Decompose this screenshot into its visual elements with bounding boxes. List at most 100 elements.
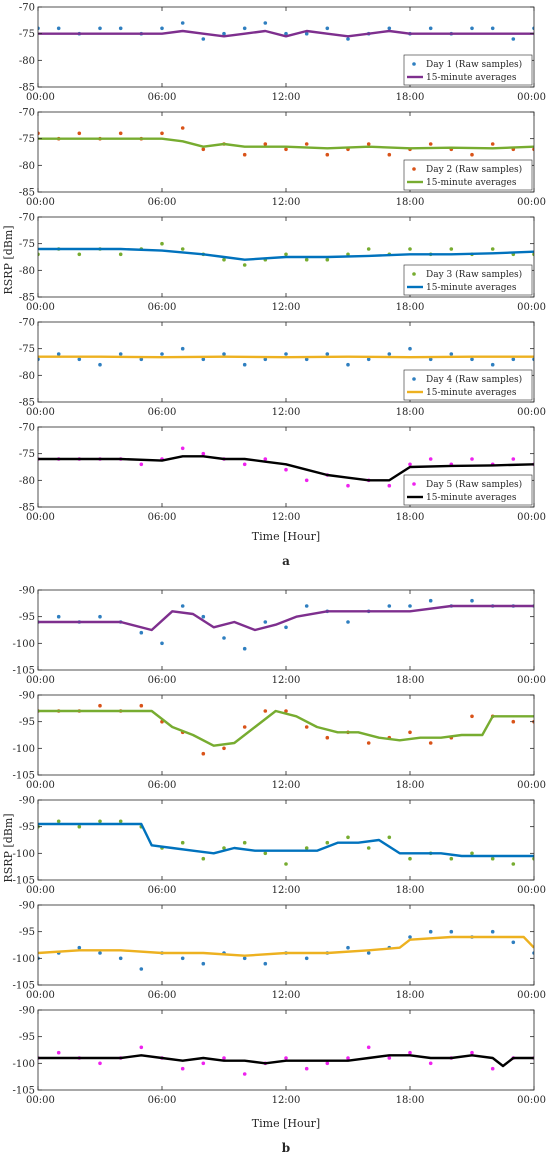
raw-sample-point	[56, 819, 61, 824]
legend-label-raw: Day 1 (Raw samples)	[426, 59, 522, 70]
raw-sample-point	[304, 257, 309, 262]
y-tick-label: -85	[19, 188, 35, 199]
raw-sample-point	[284, 1056, 288, 1060]
raw-sample-point	[56, 26, 61, 31]
y-tick-label: -80	[19, 56, 35, 67]
raw-sample-point	[242, 956, 247, 961]
raw-sample-point	[428, 741, 433, 745]
x-tick-label: 00:00	[517, 1095, 546, 1106]
x-tick-label: 18:00	[396, 197, 425, 208]
raw-sample-point	[408, 346, 412, 351]
y-tick-label: -85	[19, 398, 35, 409]
x-tick-label: 00:00	[517, 885, 546, 896]
legend-marker-points	[412, 167, 416, 171]
raw-sample-point	[449, 929, 454, 934]
legend-box	[403, 264, 533, 296]
raw-sample-point	[387, 1056, 392, 1060]
raw-sample-point	[304, 956, 309, 961]
raw-sample-point	[325, 735, 330, 740]
raw-sample-point	[346, 362, 350, 367]
raw-sample-point	[366, 1045, 371, 1050]
raw-sample-point	[470, 152, 474, 157]
raw-sample-point	[304, 357, 309, 362]
raw-sample-point	[201, 37, 206, 41]
raw-sample-point	[77, 945, 82, 950]
raw-sample-point	[490, 929, 495, 934]
raw-sample-point	[56, 1050, 61, 1055]
legend-box	[403, 474, 533, 506]
raw-sample-point	[263, 21, 268, 25]
raw-sample-point	[222, 636, 226, 640]
plot-area	[38, 21, 534, 41]
raw-sample-point	[284, 467, 288, 472]
x-tick-label: 00:00	[517, 780, 546, 791]
average-line	[38, 455, 534, 482]
raw-sample-point	[408, 935, 412, 939]
x-tick-label: 12:00	[272, 885, 301, 896]
raw-sample-point	[242, 462, 247, 467]
raw-sample-point	[118, 956, 123, 961]
x-tick-label: 12:00	[272, 780, 301, 791]
x-tick-label: 12:00	[272, 512, 301, 523]
x-tick-label: 00:00	[26, 92, 55, 103]
x-tick-label: 18:00	[396, 92, 425, 103]
raw-sample-point	[263, 709, 268, 713]
plot-area	[38, 819, 534, 866]
raw-sample-point	[263, 142, 268, 146]
raw-sample-point	[98, 819, 102, 824]
average-line	[38, 137, 534, 150]
raw-sample-point	[160, 26, 164, 31]
raw-sample-point	[201, 1061, 206, 1066]
subplot-a-5: -85 -80 -75 -70 00:00 06:00 12:00 18:00 00:00 Day…	[19, 423, 546, 524]
x-tick-label: 06:00	[148, 197, 177, 208]
x-tick-label: 12:00	[272, 407, 301, 418]
subplot-a-1: -85 -80 -75 -70 00:00 06:00 12:00 18:00 00:00 Day…	[19, 3, 546, 104]
y-tick-label: -100	[13, 744, 35, 755]
raw-sample-point	[408, 247, 412, 251]
axes-box	[37, 1009, 535, 1091]
plot-area	[38, 703, 534, 756]
average-line	[38, 1054, 534, 1068]
raw-sample-point	[532, 951, 534, 955]
raw-sample-point	[511, 37, 516, 41]
raw-sample-point	[222, 1056, 226, 1060]
raw-sample-point	[180, 346, 185, 351]
x-tick-label: 00:00	[26, 885, 55, 896]
y-tick-label: -105	[13, 1086, 35, 1097]
y-tick-label: -90	[19, 796, 35, 807]
axes-box	[37, 589, 535, 671]
raw-sample-point	[263, 620, 268, 624]
legend-label-raw: Day 4 (Raw samples)	[426, 374, 522, 385]
raw-sample-point	[346, 835, 350, 840]
legend-box	[403, 369, 533, 401]
x-tick-label: 00:00	[517, 302, 546, 313]
raw-sample-point	[139, 462, 144, 467]
legend-label-avg: 15-minute averages	[426, 73, 517, 83]
raw-sample-point	[139, 1045, 144, 1050]
raw-sample-point	[242, 725, 247, 729]
raw-sample-point	[511, 940, 516, 945]
legend-box	[403, 159, 533, 191]
raw-sample-point	[511, 719, 516, 724]
x-tick-label: 18:00	[396, 885, 425, 896]
raw-sample-point	[428, 457, 433, 461]
raw-sample-point	[284, 862, 288, 866]
raw-sample-point	[346, 483, 350, 488]
raw-sample-point	[160, 352, 164, 356]
raw-sample-point	[387, 835, 392, 840]
raw-sample-point	[449, 247, 454, 251]
raw-sample-point	[242, 26, 247, 31]
raw-sample-point	[284, 709, 288, 713]
y-tick-label: -95	[19, 822, 35, 833]
subplot-b-2: -105 -100 -95 -90 00:00 06:00 12:00 18:00 00:00	[13, 691, 546, 792]
raw-sample-point	[366, 846, 371, 850]
raw-sample-point	[387, 26, 392, 31]
raw-sample-point	[284, 31, 288, 36]
raw-sample-point	[366, 247, 371, 251]
raw-sample-point	[160, 241, 164, 246]
raw-sample-point	[139, 703, 144, 708]
raw-sample-point	[387, 352, 392, 356]
plot-area	[38, 598, 534, 651]
y-tick-label: -70	[19, 3, 35, 14]
